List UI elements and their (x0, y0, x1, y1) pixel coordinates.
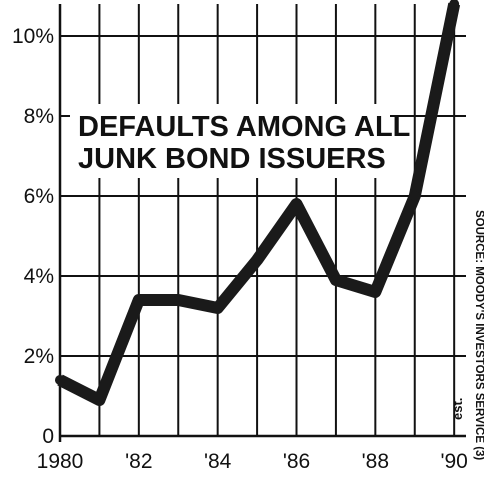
x-tick-label-1990: '90 (440, 450, 467, 473)
data-point-1986 (291, 199, 302, 209)
y-tick-label-2: 2% (24, 345, 54, 368)
tick-labels: 0 2% 4% 6% 8% 10% 1980 '82 '84 '86 '88 '90 (12, 25, 468, 473)
data-point-1980 (55, 375, 65, 385)
x-tick-label-1984: '84 (204, 450, 232, 473)
data-point-1982 (133, 295, 144, 305)
y-tick-label-4: 4% (24, 265, 54, 288)
x-tick-label-1982: '82 (125, 450, 152, 473)
data-point-1984 (212, 303, 223, 313)
data-point-1990 (449, 0, 460, 9)
chart-title-line-2: JUNK BOND ISSUERS (78, 143, 386, 175)
data-point-1981 (94, 395, 105, 405)
data-point-1987 (330, 275, 341, 285)
y-tick-label-0: 0 (42, 425, 54, 448)
source-credit: SOURCE: MOODY'S INVESTORS SERVICE (3) (473, 210, 484, 460)
data-point-1988 (370, 287, 381, 297)
y-tick-label-10: 10% (12, 25, 54, 48)
data-point-1989 (409, 191, 420, 201)
x-tick-label-1980: 1980 (37, 450, 84, 473)
series-line-layer (55, 0, 461, 406)
x-tick-label-1988: '88 (362, 450, 389, 473)
axes (58, 4, 466, 442)
data-point-1985 (252, 255, 263, 265)
chart-title-line-1: DEFAULTS AMONG ALL (78, 111, 410, 143)
data-point-1983 (173, 295, 184, 305)
y-tick-label-6: 6% (24, 185, 54, 208)
y-tick-label-8: 8% (24, 105, 54, 128)
title-background (70, 104, 390, 178)
x-tick-label-1986: '86 (283, 450, 310, 473)
estimate-annotation: est. (450, 398, 465, 420)
